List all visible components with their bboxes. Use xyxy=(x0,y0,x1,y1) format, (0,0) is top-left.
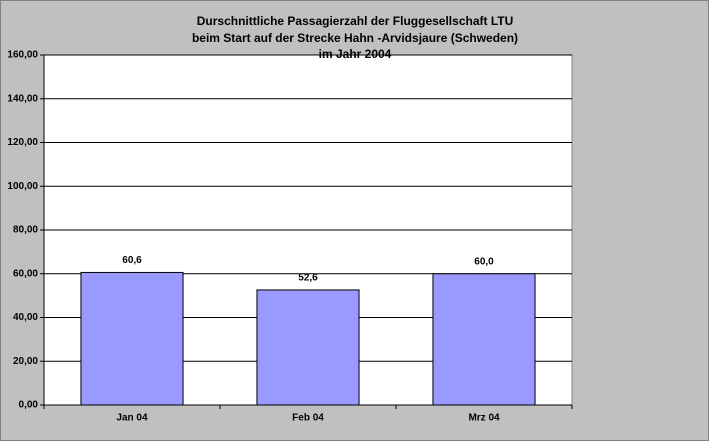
chart-title: beim Start auf der Strecke Hahn -Arvidsj… xyxy=(192,31,518,45)
value-label: 60,6 xyxy=(122,255,142,266)
x-tick-label: Mrz 04 xyxy=(468,413,500,424)
y-tick-label: 60,00 xyxy=(13,268,38,279)
chart-title: im Jahr 2004 xyxy=(319,47,392,61)
bar xyxy=(80,271,184,406)
value-label: 60,0 xyxy=(474,256,494,267)
y-tick-label: 160,00 xyxy=(7,50,38,61)
y-tick-label: 140,00 xyxy=(7,93,38,104)
y-tick-label: 40,00 xyxy=(13,312,38,323)
x-tick-label: Feb 04 xyxy=(292,413,324,424)
chart-title: Durschnittliche Passagierzahl der Flugge… xyxy=(197,14,514,28)
x-tick-label: Jan 04 xyxy=(116,413,148,424)
y-tick-label: 120,00 xyxy=(7,137,38,148)
y-tick-label: 0,00 xyxy=(19,400,39,411)
y-tick-label: 20,00 xyxy=(13,356,38,367)
bar xyxy=(256,289,360,406)
y-tick-label: 100,00 xyxy=(7,181,38,192)
value-label: 52,6 xyxy=(298,273,318,284)
bar xyxy=(432,273,536,406)
y-tick-label: 80,00 xyxy=(13,225,38,236)
